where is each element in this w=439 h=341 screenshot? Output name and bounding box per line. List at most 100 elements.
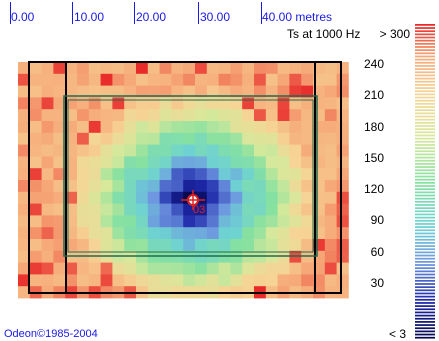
heat-cell [324, 227, 337, 240]
heat-cell [41, 156, 54, 169]
heat-cell [206, 250, 219, 263]
heat-cell [277, 121, 290, 134]
heat-cell [254, 132, 267, 145]
heat-cell [77, 203, 90, 216]
heat-cell [124, 109, 137, 122]
heat-cell [230, 191, 243, 204]
heat-cell [100, 97, 113, 110]
heat-cell [277, 156, 290, 169]
heat-cell [218, 239, 231, 252]
source-marker [181, 190, 205, 210]
scale-stripe [415, 223, 435, 225]
heat-cell [53, 262, 66, 275]
scale-stripe [415, 194, 435, 197]
scale-stripe [415, 159, 435, 162]
heat-cell [136, 132, 149, 145]
heat-cell [136, 144, 149, 157]
heat-cell [265, 109, 278, 122]
scale-stripe [415, 112, 435, 115]
heat-cell [124, 215, 137, 228]
heat-cell [136, 85, 149, 98]
heat-cell [265, 262, 278, 275]
heat-cell [147, 97, 160, 110]
heat-cell [242, 121, 255, 134]
scale-stripe [415, 33, 435, 36]
heat-cell [112, 97, 125, 110]
heat-cell [159, 85, 172, 98]
heat-cell [77, 156, 90, 169]
heat-cell [147, 191, 160, 204]
scale-stripe [415, 197, 435, 200]
heat-cell [324, 132, 337, 145]
heat-cell [254, 274, 267, 287]
scale-stripe [415, 226, 435, 228]
scale-stripe [415, 273, 435, 276]
heat-cell [242, 262, 255, 275]
scale-stripe [415, 68, 435, 70]
heat-cell [313, 97, 326, 110]
scale-stripe [415, 336, 435, 339]
heat-cell [124, 191, 137, 204]
heat-cell [289, 262, 302, 275]
heat-cell [171, 274, 184, 287]
heat-cell [242, 62, 255, 75]
heat-cell [100, 203, 113, 216]
scale-stripe [415, 153, 435, 156]
heat-cell [218, 85, 231, 98]
copyright-label: Odeon©1985-2004 [4, 328, 98, 340]
heat-cell [265, 73, 278, 86]
scale-stripe [415, 305, 435, 307]
heat-cell [124, 121, 137, 134]
heat-cell [136, 97, 149, 110]
heat-cell [195, 85, 208, 98]
scale-stripe [415, 286, 435, 289]
heat-cell [77, 97, 90, 110]
heat-cell [159, 97, 172, 110]
heat-cell [313, 85, 326, 98]
heat-cell [65, 239, 78, 252]
scale-stripe [415, 24, 435, 26]
heat-cell [336, 73, 349, 86]
heat-cell [53, 156, 66, 169]
heat-cell [324, 144, 337, 157]
heat-cell [159, 180, 172, 193]
heat-cell [230, 215, 243, 228]
scale-stripe [415, 175, 435, 178]
heat-cell [265, 85, 278, 98]
heat-cell [41, 274, 54, 287]
heat-cell [29, 203, 42, 216]
scale-stripe [415, 96, 435, 99]
heat-cell [218, 191, 231, 204]
scale-label-30: 30 [370, 276, 384, 290]
heat-cell [313, 73, 326, 86]
heat-cell [254, 144, 267, 157]
heat-cell [112, 180, 125, 193]
heat-cell [277, 97, 290, 110]
heat-cell [159, 203, 172, 216]
heat-cell [29, 62, 42, 75]
heat-cell [277, 203, 290, 216]
heat-cell [18, 144, 31, 157]
heat-cell [65, 227, 78, 240]
heat-cell [171, 215, 184, 228]
heat-cell [324, 262, 337, 275]
scale-stripe [415, 188, 435, 191]
scale-stripe [415, 254, 435, 257]
heat-cell [112, 215, 125, 228]
heat-cell [195, 262, 208, 275]
heat-cell [18, 97, 31, 110]
heat-cell [242, 239, 255, 252]
heat-cell [336, 62, 349, 75]
scale-label-150: 150 [363, 151, 384, 165]
heat-cell [324, 250, 337, 263]
heat-cell [53, 191, 66, 204]
ruler-label-30: 30.00 [200, 10, 231, 24]
heat-cell [53, 215, 66, 228]
heat-cell [159, 109, 172, 122]
heat-cell [29, 168, 42, 181]
heat-cell [136, 227, 149, 240]
heat-cell [242, 144, 255, 157]
heat-cell [41, 109, 54, 122]
heat-cell [206, 62, 219, 75]
heat-cell [65, 97, 78, 110]
